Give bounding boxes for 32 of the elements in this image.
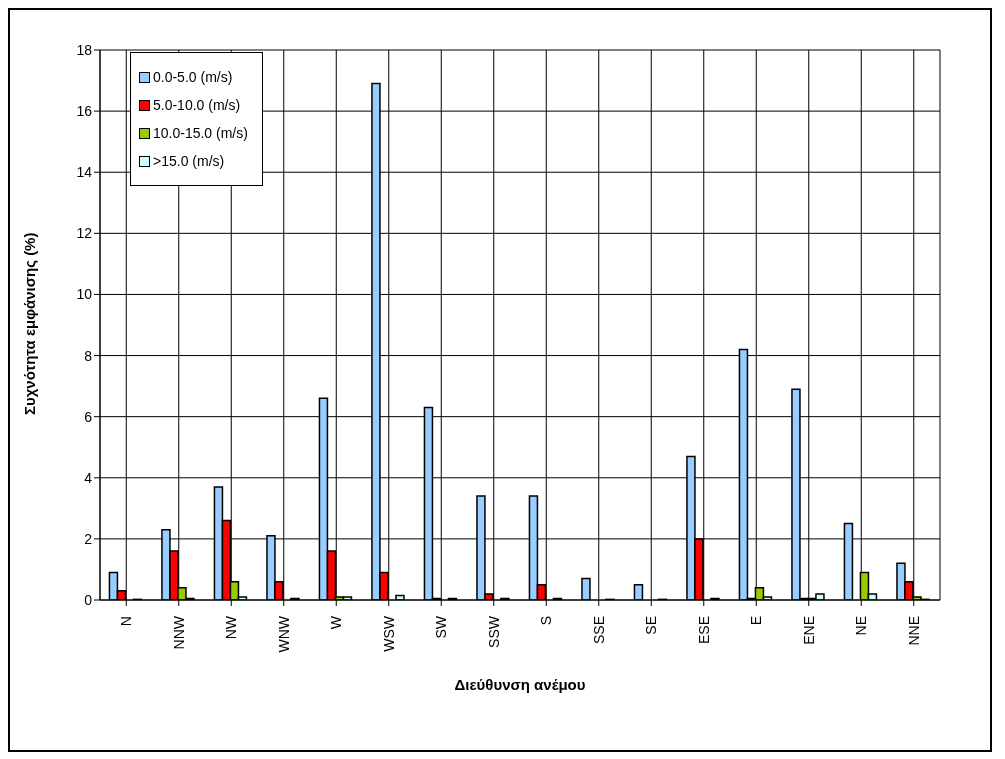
x-tick-label: SE — [643, 616, 660, 635]
x-axis-title: Διεύθυνση ανέμου — [454, 676, 586, 693]
x-tick-label: SW — [433, 615, 450, 639]
y-axis-title: Συχνότητα εμφάνισης (%) — [21, 232, 39, 415]
x-tick-label: NNW — [170, 615, 187, 650]
x-tick-label: SSE — [590, 616, 607, 645]
legend-label: 5.0-10.0 (m/s) — [153, 97, 241, 113]
y-tick-label: 12 — [76, 225, 93, 242]
y-tick-label: 16 — [76, 103, 93, 120]
y-tick-label: 2 — [84, 530, 93, 547]
legend-label: >15.0 (m/s) — [153, 153, 225, 169]
y-tick-label: 0 — [84, 591, 93, 608]
x-tick-label: S — [538, 616, 555, 626]
y-tick-label: 6 — [84, 408, 93, 425]
legend-label: 0.0-5.0 (m/s) — [153, 69, 233, 85]
x-tick-label: ESE — [695, 616, 712, 645]
y-tick-label: 14 — [76, 164, 93, 181]
y-tick-label: 18 — [76, 41, 93, 58]
x-tick-label: W — [328, 615, 345, 630]
x-tick-label: E — [748, 616, 765, 626]
x-tick-label: ENE — [800, 616, 817, 645]
x-tick-label: WNW — [275, 615, 292, 653]
legend-label: 10.0-15.0 (m/s) — [153, 125, 248, 141]
x-tick-label: NNE — [905, 616, 922, 646]
x-tick-label: NW — [223, 615, 240, 640]
y-tick-label: 10 — [76, 286, 93, 303]
x-tick-label: WSW — [380, 615, 397, 652]
y-tick-label: 4 — [84, 469, 93, 486]
x-tick-label: SSW — [485, 615, 502, 648]
x-tick-label: N — [118, 616, 135, 627]
y-tick-label: 8 — [84, 347, 93, 364]
x-tick-label: NE — [853, 616, 870, 636]
